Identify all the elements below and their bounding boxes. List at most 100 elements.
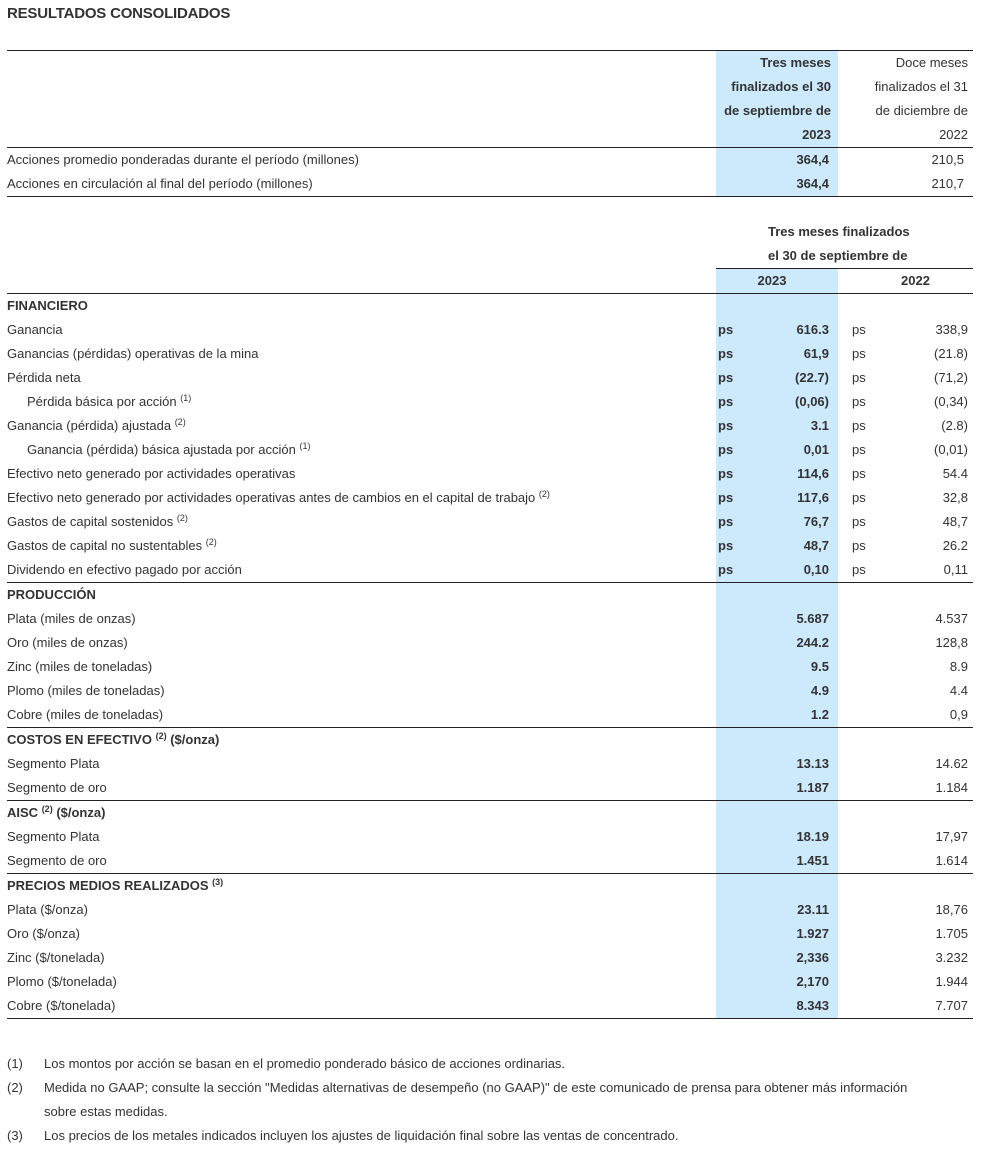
header-2023: Tres meses <box>716 50 838 75</box>
row-label: Ganancia (pérdida) básica ajustada por a… <box>7 438 716 462</box>
footnote-number: (1) <box>7 1056 23 1071</box>
currency-2022: ps <box>852 514 866 529</box>
section-header-row: PRECIOS MEDIOS REALIZADOS (3) <box>7 873 973 898</box>
header-2022: 2022 <box>838 123 973 148</box>
section-header-row: PRODUCCIÓN <box>7 582 973 608</box>
value-2022: 17,97 <box>935 829 968 844</box>
value-2023: 364,4 <box>716 172 838 197</box>
footnote-ref: (2) <box>205 537 217 547</box>
currency-2023 <box>716 994 756 1019</box>
value-2022: 4.4 <box>949 683 968 698</box>
footnote-ref: (2) <box>41 804 53 814</box>
shares-table: Tres meses Doce meses finalizados el 30 fin… <box>7 50 973 197</box>
row-label-text: Segmento de oro <box>7 780 107 795</box>
footnotes: (1) Los montos por acción se basan en el … <box>7 1052 967 1148</box>
table-row: Pérdida neta ps (22.7) ps (71,2) <box>7 366 973 390</box>
currency-2023: ps <box>716 486 756 510</box>
section-title-text: AISC <box>7 805 39 820</box>
currency-2023: ps <box>716 462 756 486</box>
row-label: Zinc (miles de toneladas) <box>7 655 716 679</box>
currency-2022: ps <box>852 538 866 553</box>
currency-2022 <box>838 631 878 655</box>
section-header-row: AISC (2) ($/onza) <box>7 800 973 825</box>
currency-2023 <box>716 631 756 655</box>
row-label: Segmento Plata <box>7 752 716 776</box>
row-label: Oro (miles de onzas) <box>7 631 716 655</box>
consolidated-results-table: Tres meses finalizados el 30 de septiembr… <box>7 220 973 1019</box>
value-2022: 14.62 <box>935 756 968 771</box>
currency-2023 <box>716 752 756 776</box>
value-2023: (22.7) <box>756 366 838 390</box>
footnote-number: (3) <box>7 1128 23 1143</box>
table-row: Segmento Plata 18.19 17,97 <box>7 825 973 849</box>
header-row: 2023 2022 <box>7 123 973 148</box>
header-2022: de diciembre de <box>875 103 969 118</box>
value-2022: 0,11 <box>878 558 973 583</box>
row-label: Pérdida neta <box>7 366 716 390</box>
value-2022: 1.184 <box>878 776 973 801</box>
table-row: Efectivo neto generado por actividades o… <box>7 462 973 486</box>
blank-cell <box>838 294 973 319</box>
header-blank <box>7 123 716 148</box>
section-title-text: PRODUCCIÓN <box>7 587 96 602</box>
section-title: COSTOS EN EFECTIVO (2) ($/onza) <box>7 728 716 753</box>
value-2022: 8.9 <box>949 659 968 674</box>
currency-2022 <box>838 655 878 679</box>
row-label: Segmento de oro <box>7 776 716 801</box>
blank-cell <box>838 583 973 608</box>
value-2023: 2,170 <box>756 970 838 994</box>
table-row: Dividendo en efectivo pagado por acción p… <box>7 558 973 583</box>
section-title-text: PRECIOS MEDIOS REALIZADOS <box>7 878 209 893</box>
table-row: Acciones promedio ponderadas durante el … <box>7 147 973 172</box>
section-title-text: FINANCIERO <box>7 298 88 313</box>
value-2023: 48,7 <box>756 534 838 558</box>
value-2023: (0,06) <box>756 390 838 414</box>
header-row: Tres meses finalizados <box>7 220 973 244</box>
row-label: Ganancia (pérdida) ajustada (2) <box>7 414 716 438</box>
row-label-text: Plomo (miles de toneladas) <box>7 683 165 698</box>
footnote-ref: (3) <box>212 877 224 887</box>
value-2023: 616.3 <box>756 318 838 342</box>
row-label-text: Cobre ($/tonelada) <box>7 998 116 1013</box>
header-row: finalizados el 30 finalizados el 31 <box>7 75 973 99</box>
currency-2023 <box>716 679 756 703</box>
footnote-line: sobre estas medidas. <box>44 1104 168 1119</box>
value-2022: 338,9 <box>935 322 968 337</box>
section-title-text: COSTOS EN EFECTIVO <box>7 732 152 747</box>
header-2022: Doce meses <box>838 50 973 75</box>
value-2022: 1.705 <box>935 926 968 941</box>
row-label-text: Ganancia <box>7 322 63 337</box>
currency-2022 <box>838 703 878 728</box>
row-label-text: Zinc (miles de toneladas) <box>7 659 153 674</box>
row-label: Plomo (miles de toneladas) <box>7 679 716 703</box>
value-2023: 23.11 <box>756 898 838 922</box>
header-2022: finalizados el 31 <box>874 79 968 94</box>
row-label: Segmento Plata <box>7 825 716 849</box>
table-row: Acciones en circulación al final del per… <box>7 172 973 197</box>
value-2023: 3.1 <box>756 414 838 438</box>
page-title: RESULTADOS CONSOLIDADOS <box>7 5 231 22</box>
value-2022: 48,7 <box>942 514 968 529</box>
currency-2023 <box>716 898 756 922</box>
row-label-text: Pérdida básica por acción <box>27 394 177 409</box>
row-label-text: Dividendo en efectivo pagado por acción <box>7 562 242 577</box>
section-title: PRODUCCIÓN <box>7 583 716 608</box>
section-header-row: FINANCIERO <box>7 293 973 319</box>
table-row: Zinc ($/tonelada) 2,336 3.232 <box>7 946 973 970</box>
footnote: (1) Los montos por acción se basan en el … <box>7 1052 967 1076</box>
value-2023: 244.2 <box>756 631 838 655</box>
highlight-cell <box>716 727 838 752</box>
row-label-text: Zinc ($/tonelada) <box>7 950 105 965</box>
footnote-text: Los montos por acción se basan en el pro… <box>44 1052 565 1076</box>
table-row: Segmento Plata 13.13 14.62 <box>7 752 973 776</box>
table-row: Gastos de capital no sustentables (2) ps 4… <box>7 534 973 558</box>
year-header-row: 2023 2022 <box>7 268 973 294</box>
row-label-text: Gastos de capital no sustentables <box>7 538 203 553</box>
section-unit: ($/onza) <box>56 805 106 820</box>
header-2023: 2023 <box>716 123 838 148</box>
footnote-ref: (2) <box>155 731 167 741</box>
currency-2022: ps <box>838 558 878 583</box>
highlight-cell <box>716 293 838 318</box>
value-2023: 0,01 <box>756 438 838 462</box>
row-label: Dividendo en efectivo pagado por acción <box>7 558 716 583</box>
